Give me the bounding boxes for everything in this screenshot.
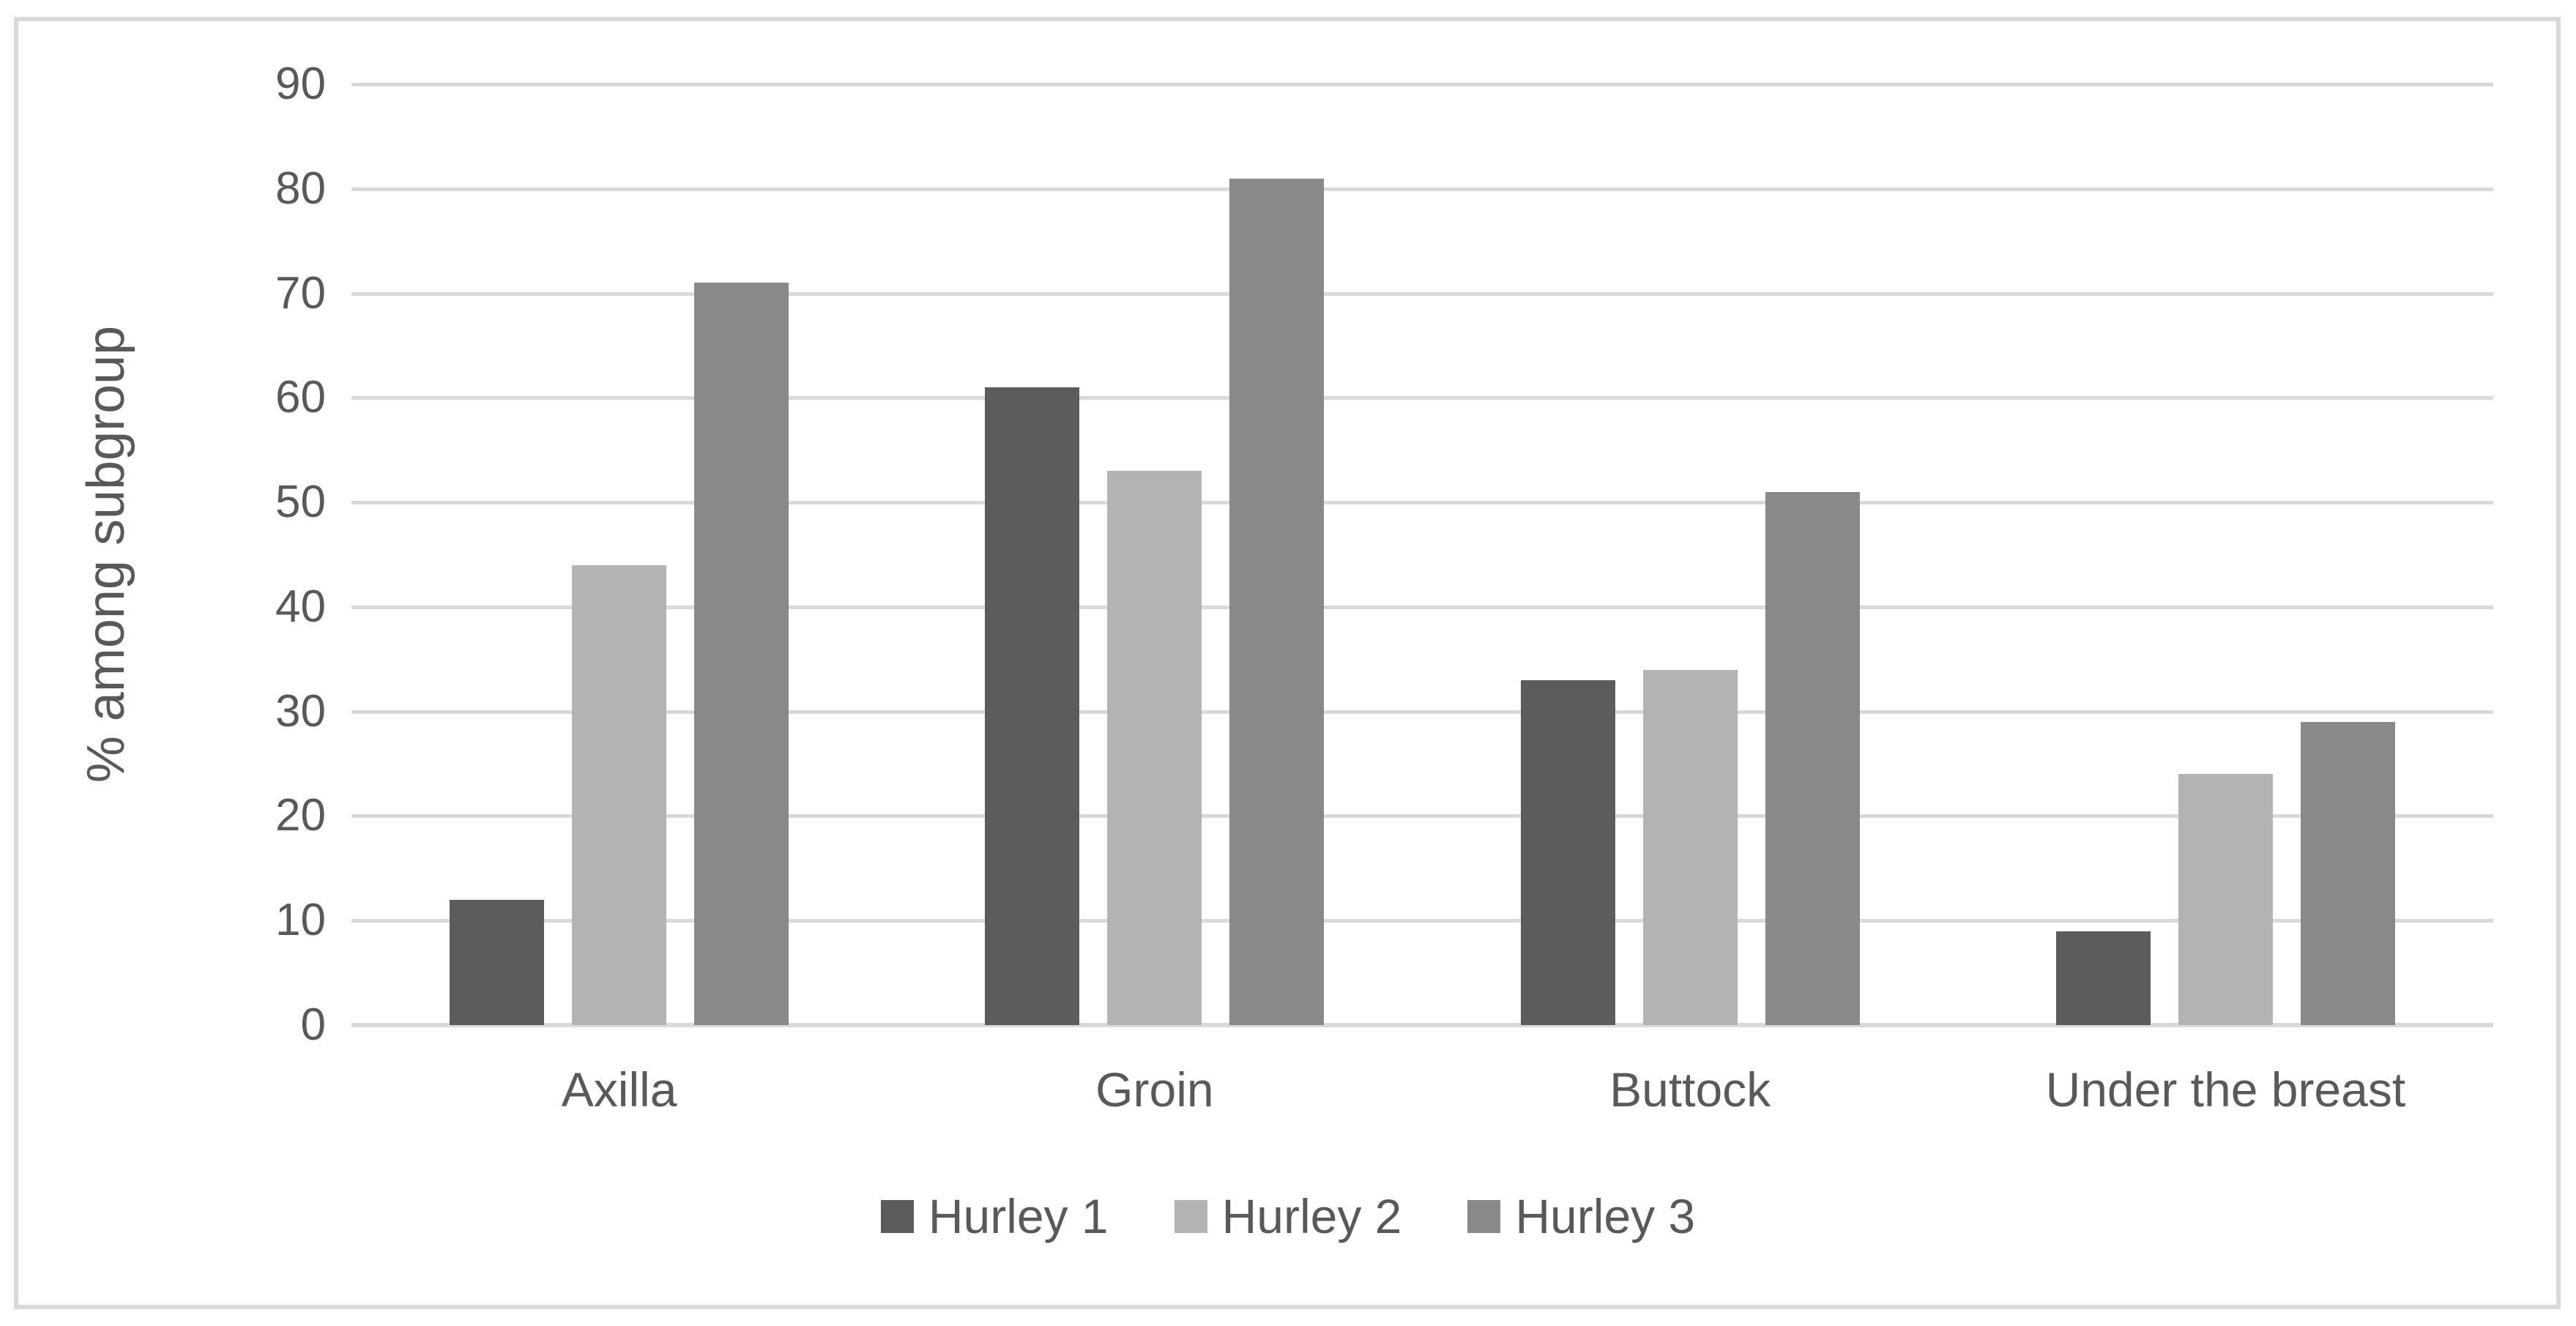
gridline-0 — [351, 1023, 2493, 1027]
bar-hurley-1-groin — [985, 387, 1080, 1025]
y-tick-label-90: 90 — [275, 59, 326, 109]
legend-label-hurley-3: Hurley 3 — [1515, 1189, 1696, 1243]
x-category-label-under-the-breast: Under the breast — [2045, 1062, 2406, 1117]
bar-group-buttock — [1423, 84, 1958, 1025]
bar-groups — [351, 84, 2493, 1025]
y-tick-label-70: 70 — [275, 267, 326, 319]
legend-swatch-hurley-2 — [1174, 1199, 1207, 1233]
bar-hurley-1-buttock — [1520, 679, 1615, 1025]
gridline-20 — [351, 814, 2493, 819]
bar-hurley-3-under-the-breast — [2300, 721, 2395, 1025]
gridline-70 — [351, 291, 2493, 296]
gridline-90 — [351, 83, 2493, 86]
bar-hurley-3-axilla — [694, 283, 789, 1025]
gridline-10 — [351, 919, 2493, 923]
bar-hurley-1-under-the-breast — [2055, 931, 2151, 1025]
legend-item-hurley-3: Hurley 3 — [1467, 1192, 1695, 1240]
y-tick-label-10: 10 — [275, 895, 326, 946]
y-tick-label-40: 40 — [275, 581, 326, 632]
x-category-label-axilla: Axilla — [561, 1062, 677, 1117]
plot-area — [351, 83, 2493, 1027]
bar-hurley-3-buttock — [1765, 491, 1860, 1025]
y-tick-label-80: 80 — [275, 163, 326, 214]
x-axis-category-labels: Axilla Groin Buttock Under the breast — [351, 1047, 2493, 1114]
legend-swatch-hurley-1 — [880, 1199, 914, 1233]
gridline-80 — [351, 187, 2493, 191]
bar-group-groin — [887, 84, 1422, 1025]
y-tick-label-60: 60 — [275, 372, 326, 423]
y-tick-label-0: 0 — [300, 999, 326, 1050]
y-axis-tick-labels: 0 10 20 30 40 50 60 70 80 90 — [0, 62, 326, 1048]
x-category-label-groin: Groin — [1095, 1062, 1214, 1117]
y-tick-label-50: 50 — [275, 477, 326, 528]
legend-label-hurley-1: Hurley 1 — [928, 1189, 1109, 1243]
gridline-50 — [351, 501, 2493, 505]
bar-group-under-the-breast — [1958, 84, 2493, 1025]
bar-group-axilla — [351, 84, 887, 1025]
gridline-30 — [351, 709, 2493, 714]
legend-item-hurley-2: Hurley 2 — [1174, 1189, 1402, 1243]
x-category-label-buttock: Buttock — [1609, 1062, 1771, 1117]
legend-item-hurley-1: Hurley 1 — [880, 1189, 1109, 1243]
gridline-60 — [351, 396, 2493, 401]
bar-hurley-2-under-the-breast — [2178, 774, 2273, 1025]
y-tick-label-30: 30 — [275, 685, 326, 737]
gridline-40 — [351, 605, 2493, 609]
legend-swatch-hurley-3 — [1467, 1199, 1501, 1233]
legend-label-hurley-2: Hurley 2 — [1221, 1189, 1402, 1243]
y-tick-label-20: 20 — [275, 790, 326, 841]
bar-hurley-1-axilla — [450, 899, 545, 1025]
bar-hurley-2-axilla — [572, 565, 667, 1025]
bar-hurley-2-buttock — [1642, 669, 1738, 1025]
bar-hurley-2-groin — [1107, 471, 1202, 1025]
legend: Hurley 1 Hurley 2 Hurley 3 — [0, 1192, 2576, 1240]
bar-hurley-3-groin — [1229, 178, 1325, 1025]
